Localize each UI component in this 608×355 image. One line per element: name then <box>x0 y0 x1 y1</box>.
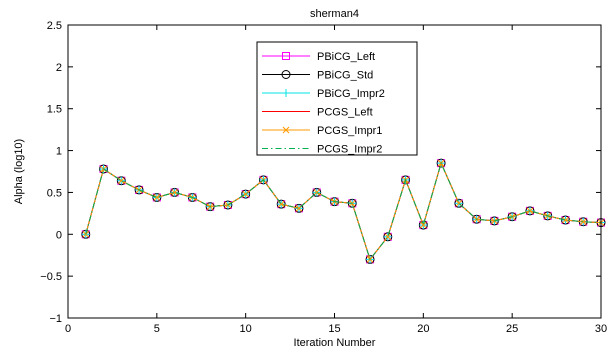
chart-title: sherman4 <box>310 8 359 20</box>
legend-entry-pbicg-left: PBiCG_Left <box>262 51 375 63</box>
data-point-pcgs-impr1 <box>117 177 125 185</box>
series-line-pcgs-impr2 <box>85 161 602 261</box>
data-point-pcgs-impr1 <box>366 256 374 263</box>
y-tick-label: −0.5 <box>40 271 62 283</box>
x-tick-label: 25 <box>506 323 518 335</box>
legend-entry-pcgs-impr2: PCGS_Impr2 <box>262 144 382 156</box>
legend-entry-pbicg-std: PBiCG_Std <box>262 70 373 82</box>
legend-entries: PBiCG_Left PBiCG_Std PBiCG_Impr2 PCGS_Left P… <box>262 51 385 156</box>
series-pcgs-impr2 <box>85 161 602 261</box>
y-tick-label: 1 <box>56 146 62 158</box>
y-tick-label: −1 <box>49 313 62 325</box>
data-point-pcgs-impr1 <box>526 207 534 215</box>
y-tick-label: 0.5 <box>47 187 62 199</box>
ticks-layer: 0 5 10 15 20 25 30 −1 −0.5 0 0.5 1 1.5 2 2.5 <box>40 20 607 335</box>
data-point-pcgs-impr1-b <box>171 189 178 196</box>
legend-entry-pbicg-impr2: PBiCG_Impr2 <box>262 88 385 100</box>
legend-entry-pcgs-impr1: PCGS_Impr1 <box>262 125 382 137</box>
x-tick-label: 10 <box>240 323 252 335</box>
data-point-pcgs-impr1-b <box>366 256 374 263</box>
legend-marker-pbicg-left <box>282 52 290 60</box>
data-point-pcgs-impr1 <box>242 190 250 198</box>
x-tick-label: 15 <box>328 323 340 335</box>
legend-label-pbicg-left: PBiCG_Left <box>317 51 375 63</box>
legend-marker-pbicg-impr2 <box>282 89 290 97</box>
data-point-pcgs-impr1-b <box>153 194 161 201</box>
legend-marker-pcgs-impr1 <box>282 126 290 134</box>
legend-label-pbicg-std: PBiCG_Std <box>317 70 373 82</box>
data-point-pcgs-impr1 <box>153 194 161 201</box>
x-tick-label: 20 <box>417 323 429 335</box>
data-point-pcgs-impr1-b <box>455 199 463 207</box>
y-tick-label: 1.5 <box>47 104 62 116</box>
data-point-pcgs-impr1 <box>171 189 178 196</box>
data-point-pcgs-impr1 <box>579 218 587 226</box>
data-point-pcgs-impr1-b <box>277 200 285 208</box>
legend-marker-pbicg-std <box>281 70 291 79</box>
y-tick-label: 0 <box>56 229 62 241</box>
x-tick-label: 30 <box>595 323 607 335</box>
data-point-pcgs-impr1-b <box>579 218 587 226</box>
y-tick-label: 2 <box>56 62 62 74</box>
data-point-pcgs-impr1-b <box>526 207 534 215</box>
x-tick-label: 0 <box>65 323 71 335</box>
data-point-pcgs-impr1-b <box>242 190 250 198</box>
legend: PBiCG_Left PBiCG_Std PBiCG_Impr2 PCGS_Left P… <box>256 41 418 156</box>
y-tick-label: 2.5 <box>47 20 62 32</box>
legend-entry-pcgs-left: PCGS_Left <box>262 107 373 119</box>
data-point-pcgs-impr1 <box>562 216 569 224</box>
y-axis-label: Alpha (log10) <box>13 139 25 204</box>
data-point-pcgs-impr1-b <box>562 216 569 224</box>
legend-label-pcgs-impr2: PCGS_Impr2 <box>317 144 382 156</box>
legend-label-pbicg-impr2: PBiCG_Impr2 <box>317 88 385 100</box>
data-point-pcgs-impr1-b <box>419 221 427 229</box>
x-axis-label: Iteration Number <box>294 337 376 349</box>
series-layer <box>81 158 606 264</box>
legend-marker-pcgs-impr1-b <box>282 126 290 134</box>
x-tick-label: 5 <box>154 323 160 335</box>
legend-label-pcgs-impr1: PCGS_Impr1 <box>317 125 382 137</box>
data-point-pcgs-impr1 <box>419 221 427 229</box>
legend-box <box>256 41 418 156</box>
data-point-pcgs-impr1-b <box>117 177 125 185</box>
legend-label-pcgs-left: PCGS_Left <box>317 107 373 119</box>
